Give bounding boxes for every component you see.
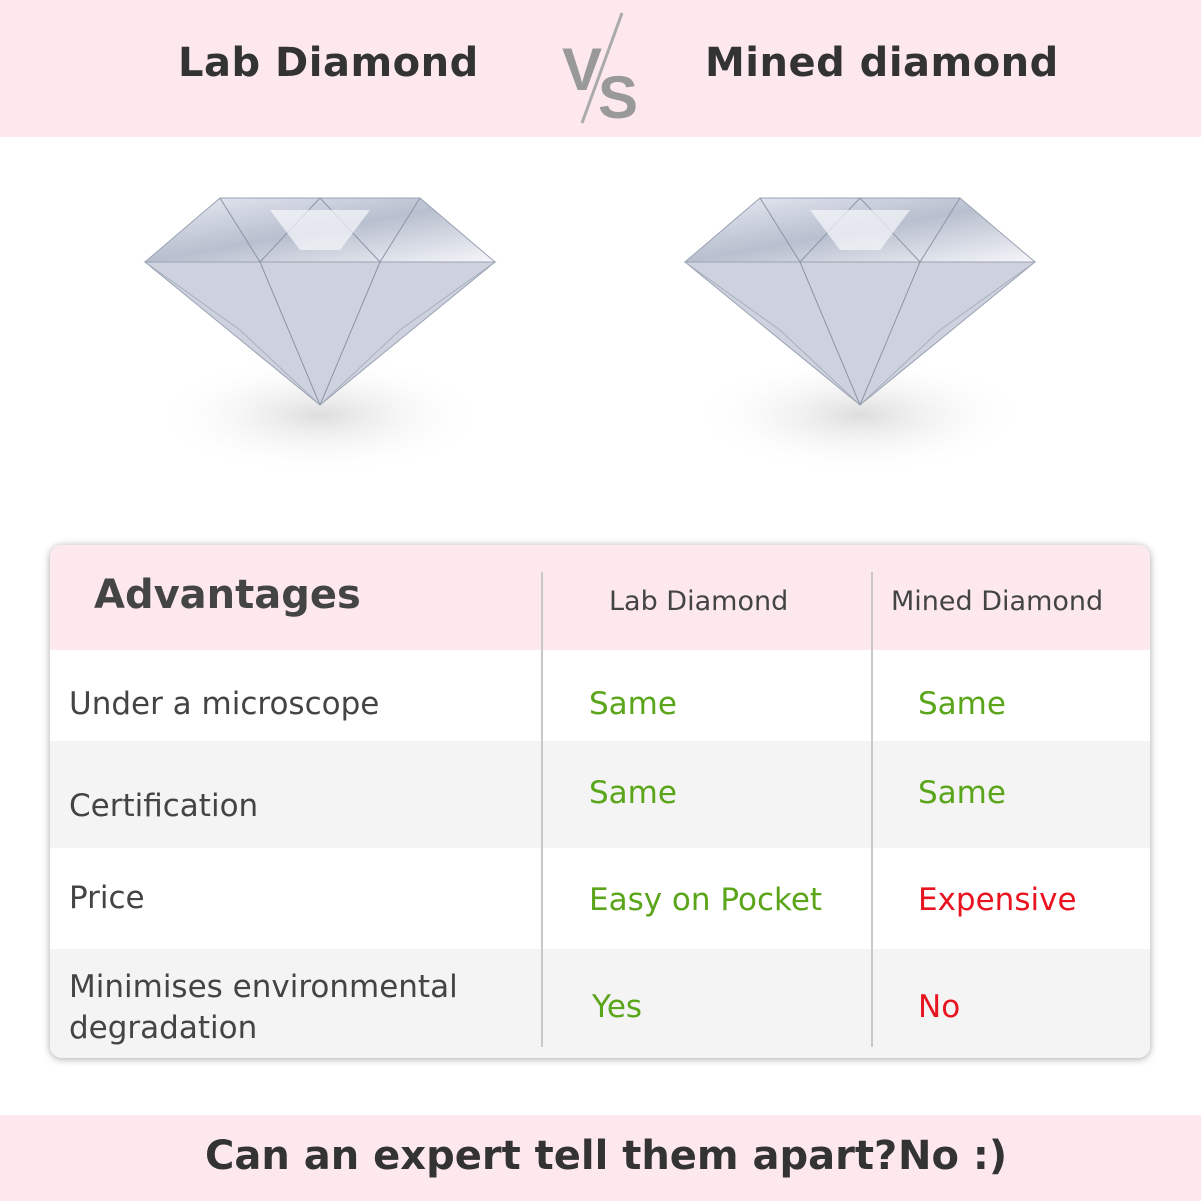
lab-value: Easy on Pocket [589,882,823,918]
column-divider [871,572,873,1047]
lab-diamond-image [143,197,497,475]
table-row [50,848,1150,949]
mined-value: Same [918,686,1006,722]
mined-value: Same [918,775,1006,811]
lab-value: Same [589,686,677,722]
header-advantages: Advantages [94,572,361,618]
svg-text:S: S [598,64,638,125]
mined-diamond-title: Mined diamond [705,40,1059,86]
footer-band [0,1115,1201,1201]
comparison-table: Advantages Lab Diamond Mined Diamond Und… [50,545,1150,1058]
table-row [50,741,1150,848]
row-label: Price [69,880,145,916]
row-label: Certification [69,788,259,824]
footer-answer: No :) [898,1133,1008,1179]
header-mined-diamond: Mined Diamond [891,586,1104,617]
svg-text:V: V [562,36,602,103]
mined-value: Expensive [918,882,1077,918]
footer-question: Can an expert tell them apart? [205,1133,898,1179]
row-label: Minimises environmental degradation [69,969,458,1046]
column-divider [541,572,543,1047]
lab-value: Same [589,775,677,811]
mined-diamond-image [683,197,1037,475]
mined-value: No [918,989,961,1025]
lab-diamond-title: Lab Diamond [178,40,479,86]
lab-value: Yes [592,989,643,1025]
table-header-row [50,545,1150,650]
row-label: Under a microscope [69,686,380,722]
table-row [50,949,1150,1058]
vs-logo: V S [562,12,638,125]
header-lab-diamond: Lab Diamond [609,586,789,617]
table-row [50,650,1150,741]
